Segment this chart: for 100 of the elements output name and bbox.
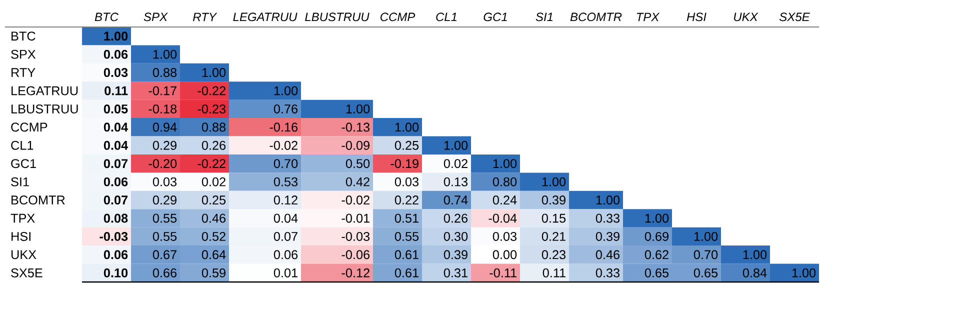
data-label: 0.04	[104, 140, 128, 150]
data-label: 0.05	[104, 104, 128, 114]
data-label: 0.42	[346, 177, 370, 186]
data-label: -0.04	[488, 214, 517, 223]
data-label: 0.06	[274, 250, 298, 260]
data-label: 0.46	[202, 214, 226, 223]
data-label: 0.52	[202, 232, 226, 241]
data-label: 0.00	[492, 250, 517, 260]
y-tick-label: UKX	[11, 250, 36, 260]
data-label: 0.39	[444, 250, 468, 260]
data-label: -0.09	[342, 140, 370, 150]
y-tick-label: HSI	[12, 232, 30, 241]
data-label: 0.69	[644, 232, 668, 241]
data-label: 0.03	[104, 68, 128, 78]
x-tick-label: SX5E	[779, 12, 810, 22]
data-label: 0.25	[202, 196, 226, 205]
data-label: -0.13	[342, 122, 370, 132]
data-label: 1.00	[792, 268, 816, 278]
data-label: 0.10	[104, 268, 128, 278]
data-label: 0.61	[394, 268, 418, 278]
y-tick-label: GC1	[11, 159, 36, 168]
data-label: 0.33	[596, 214, 620, 223]
data-label: 0.29	[152, 196, 176, 205]
data-label: 0.02	[444, 159, 468, 168]
data-label: 0.22	[394, 196, 418, 205]
data-label: 0.55	[152, 214, 177, 223]
y-tick-label: CCMP	[11, 122, 48, 132]
data-label: 0.84	[742, 268, 767, 278]
data-label: 1.00	[743, 250, 767, 260]
data-label: -0.12	[342, 268, 370, 278]
data-label: 0.64	[202, 250, 226, 260]
data-label: 0.88	[202, 122, 226, 132]
data-label: 1.00	[274, 86, 298, 96]
data-label: 1.00	[542, 177, 566, 186]
x-tick-label: TPX	[636, 12, 660, 22]
data-label: -0.03	[342, 232, 370, 241]
data-label: 0.11	[542, 268, 566, 278]
data-label: 0.50	[346, 159, 370, 168]
y-tick-label: SPX	[11, 50, 36, 59]
data-label: 0.70	[694, 250, 718, 260]
data-label: 0.62	[644, 250, 668, 260]
data-label: 1.00	[645, 214, 669, 223]
data-label: 1.00	[694, 232, 718, 241]
data-label: -0.18	[148, 104, 177, 114]
data-label: 1.00	[202, 68, 226, 78]
data-label: 0.51	[394, 214, 418, 223]
y-tick-label: RTY	[12, 68, 36, 77]
data-label: 0.13	[444, 177, 468, 186]
data-label: 0.30	[444, 232, 468, 241]
data-label: 0.33	[596, 268, 620, 278]
x-tick-label: UKX	[734, 12, 758, 22]
data-label: -0.02	[342, 196, 370, 205]
data-label: 0.88	[152, 68, 177, 78]
data-label: -0.22	[198, 86, 226, 96]
data-label: -0.17	[148, 86, 176, 96]
data-label: 0.03	[394, 177, 419, 186]
data-label: 1.00	[493, 159, 517, 168]
x-tick-label: LBUSTRUU	[305, 12, 370, 22]
data-label: 0.03	[492, 232, 517, 241]
data-label: 0.11	[104, 86, 128, 96]
data-label: -0.19	[390, 159, 418, 168]
data-label: 0.65	[644, 268, 669, 278]
data-label: 0.65	[694, 268, 718, 278]
data-label: 0.31	[444, 268, 468, 278]
x-tick-label: HSI	[686, 12, 706, 22]
data-label: -0.23	[198, 104, 226, 114]
data-label: 0.59	[202, 268, 226, 278]
data-label: 0.04	[104, 122, 128, 132]
data-label: 0.53	[274, 177, 298, 186]
y-tick-label: SI1	[11, 177, 29, 186]
data-label: 1.00	[395, 122, 419, 132]
data-label: 0.39	[542, 196, 566, 205]
data-label: 1.00	[153, 50, 177, 59]
data-label: -0.20	[148, 159, 177, 168]
data-label: 0.21	[542, 232, 566, 241]
data-label: 0.94	[152, 122, 177, 132]
y-tick-label: SX5E	[11, 268, 42, 278]
data-label: 0.02	[202, 177, 226, 186]
data-label: 0.74	[444, 196, 468, 205]
data-label: 0.07	[104, 196, 128, 205]
y-tick-label: CL1	[11, 140, 34, 150]
y-tick-label: TPX	[10, 214, 35, 223]
data-label: 0.06	[104, 50, 128, 59]
data-label: 0.66	[152, 268, 177, 278]
data-label: -0.16	[270, 122, 298, 132]
data-label: -0.11	[490, 268, 516, 278]
data-label: 0.04	[274, 214, 298, 223]
data-label: 1.00	[444, 140, 468, 150]
data-label: -0.03	[100, 232, 128, 241]
data-label: 0.08	[104, 214, 128, 223]
data-label: 0.70	[274, 159, 298, 168]
y-tick-label: BTC	[12, 32, 36, 41]
data-label: 0.06	[104, 250, 128, 260]
data-label: 0.29	[152, 140, 176, 150]
data-label: -0.06	[342, 250, 370, 260]
data-label: 1.00	[346, 104, 370, 114]
x-tick-label: CL1	[436, 12, 457, 22]
data-label: 0.76	[274, 104, 298, 114]
data-label: 0.24	[492, 196, 517, 205]
data-label: 0.26	[444, 214, 468, 223]
